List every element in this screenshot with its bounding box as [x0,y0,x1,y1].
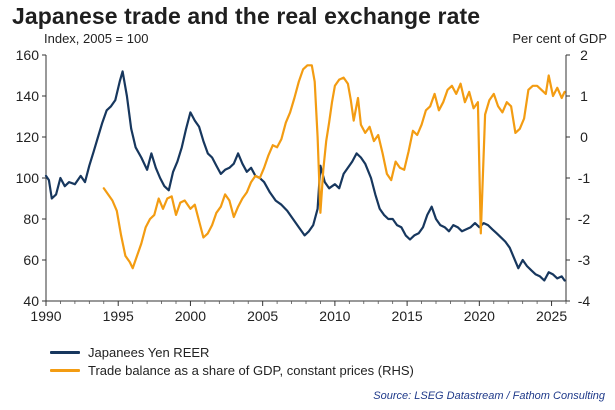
tick-labels: 1990 1995 2000 2005 2010 2015 2020 202540608010… [16,47,591,324]
right-axis-label: Per cent of GDP [512,31,607,46]
legend-item-reer: Japanees Yen REER [50,343,414,361]
legend-swatch-trade-balance [50,368,80,372]
x-tick-label: 2010 [319,308,350,324]
y-right-tick-label: -4 [578,293,591,309]
legend-item-trade-balance: Trade balance as a share of GDP, constan… [50,361,414,379]
y-right-tick-label: -2 [578,211,591,227]
y-right-tick-label: 0 [580,129,588,145]
axes [42,54,570,306]
x-tick-label: 2020 [464,308,495,324]
y-right-tick-label: -1 [578,170,591,186]
y-left-tick-label: 80 [23,211,39,227]
x-tick-label: 2025 [536,308,567,324]
y-right-tick-label: 1 [580,88,588,104]
y-right-tick-label: -3 [578,252,591,268]
legend-label-reer: Japanees Yen REER [88,344,210,360]
legend-swatch-reer [50,350,80,354]
y-left-tick-label: 120 [16,129,40,145]
y-left-tick-label: 40 [23,293,39,309]
x-tick-label: 2000 [175,308,206,324]
y-left-tick-label: 160 [16,47,40,63]
series-line-trade-balance [102,64,566,270]
x-tick-label: 1995 [103,308,134,324]
y-left-tick-label: 100 [16,170,40,186]
y-right-tick-label: 2 [580,47,588,63]
chart-title: Japanese trade and the real exchange rat… [12,3,481,29]
x-tick-label: 2015 [392,308,423,324]
legend-label-trade-balance: Trade balance as a share of GDP, constan… [88,362,414,378]
x-tick-label: 2005 [247,308,278,324]
x-tick-label: 1990 [30,308,61,324]
series-lines [44,64,566,282]
y-left-tick-label: 140 [16,88,40,104]
y-left-tick-label: 60 [23,252,39,268]
left-axis-label: Index, 2005 = 100 [44,31,149,46]
source-note: Source: LSEG Datastream / Fathom Consult… [373,390,605,402]
legend: Japanees Yen REER Trade balance as a sha… [50,343,414,379]
